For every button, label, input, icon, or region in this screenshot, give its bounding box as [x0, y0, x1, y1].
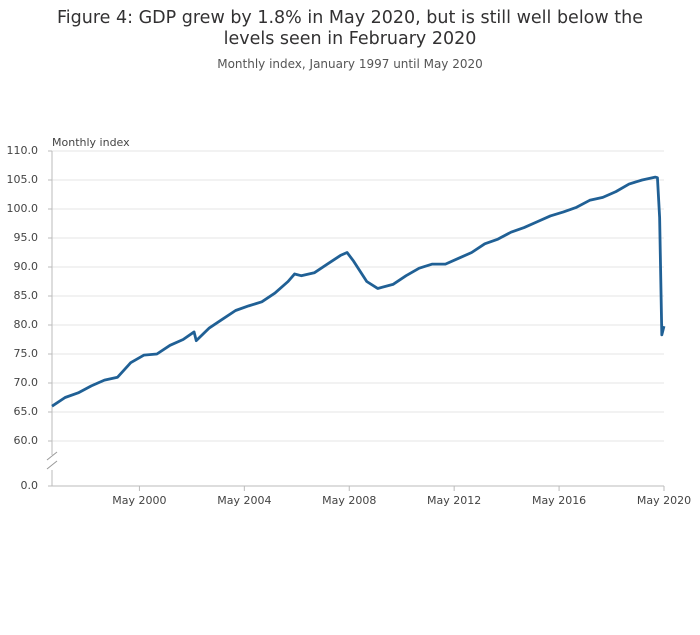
y-tick-label: 0.0 — [21, 479, 39, 492]
x-tick-label: May 2008 — [322, 494, 376, 507]
chart-title: Figure 4: GDP grew by 1.8% in May 2020, … — [57, 8, 643, 49]
y-tick-label: 105.0 — [7, 173, 39, 186]
y-tick-label: 75.0 — [14, 347, 39, 360]
x-tick-label: May 2004 — [217, 494, 271, 507]
x-tick-label: May 2012 — [427, 494, 481, 507]
y-tick-label: 85.0 — [14, 289, 39, 302]
axis-break — [46, 451, 58, 461]
x-tick-label: May 2016 — [532, 494, 586, 507]
axis-break — [46, 460, 58, 470]
y-tick-label: 65.0 — [14, 405, 39, 418]
y-tick-label: 90.0 — [14, 260, 39, 273]
y-tick-label: 70.0 — [14, 376, 39, 389]
y-tick-label: 95.0 — [14, 231, 39, 244]
y-tick-label: 80.0 — [14, 318, 39, 331]
y-tick-label: 110.0 — [7, 144, 39, 157]
y-tick-label: 60.0 — [14, 434, 39, 447]
y-tick-label: 100.0 — [7, 202, 39, 215]
chart-subtitle: Monthly index, January 1997 until May 20… — [217, 57, 483, 71]
x-tick-label: May 2000 — [112, 494, 166, 507]
line — [51, 175, 666, 408]
y-axis-label: Monthly index — [52, 136, 130, 149]
x-tick-label: May 2020 — [637, 494, 691, 507]
